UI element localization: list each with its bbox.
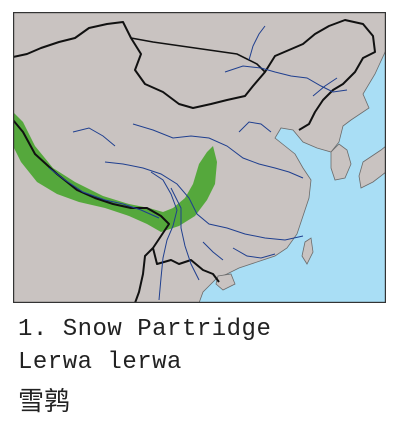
species-scientific-name: Lerwa lerwa (18, 349, 182, 376)
map-svg (13, 12, 386, 303)
japan-island (358, 145, 386, 189)
river-network (48, 25, 348, 301)
species-chinese-name: 雪鹑 (18, 387, 71, 417)
mongolia-border (130, 37, 266, 73)
species-title: 1. Snow Partridge (18, 316, 271, 343)
map-border-frame (13, 12, 386, 303)
korea-peninsula (330, 143, 352, 181)
species-number: 1. (18, 316, 48, 343)
taiwan-island (301, 237, 314, 265)
distribution-map (13, 12, 386, 303)
hainan-island (215, 273, 236, 291)
species-common-name: Snow Partridge (62, 316, 272, 343)
